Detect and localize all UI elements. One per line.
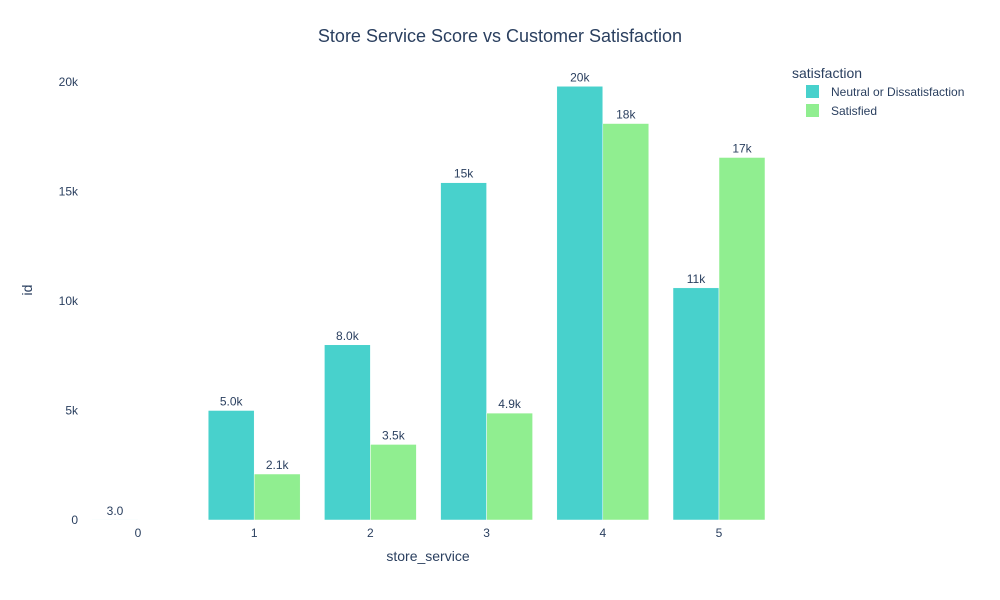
legend-swatch-neutral[interactable] — [806, 85, 819, 98]
x-tick-label: 3 — [483, 526, 490, 540]
y-tick-label: 10k — [59, 294, 79, 308]
x-tick-label: 5 — [716, 526, 723, 540]
bar-satisfied-1[interactable] — [253, 473, 301, 521]
bar-satisfied-3[interactable] — [486, 412, 533, 521]
bars-layer — [91, 86, 766, 521]
legend: satisfaction Neutral or Dissatisfaction S… — [792, 65, 964, 118]
bar-neutral-1[interactable] — [207, 410, 255, 521]
bar-value-label: 3.0 — [107, 504, 124, 518]
bar-value-label: 18k — [616, 108, 636, 122]
y-axis-ticks: 0 5k 10k 15k 20k — [59, 75, 79, 527]
x-tick-label: 0 — [135, 526, 142, 540]
bar-value-label: 2.1k — [266, 458, 290, 472]
bar-value-label: 17k — [732, 141, 752, 155]
y-axis-title: id — [19, 285, 35, 296]
bar-satisfied-2[interactable] — [370, 444, 417, 521]
legend-label-satisfied[interactable]: Satisfied — [831, 104, 877, 118]
bar-value-label: 15k — [454, 167, 474, 181]
bar-satisfied-4[interactable] — [602, 123, 650, 521]
bar-value-label: 8.0k — [336, 329, 360, 343]
x-tick-label: 2 — [367, 526, 374, 540]
bar-neutral-4[interactable] — [556, 86, 604, 521]
bar-value-label: 20k — [570, 70, 590, 84]
chart-title: Store Service Score vs Customer Satisfac… — [318, 26, 682, 46]
y-tick-label: 0 — [71, 513, 78, 527]
x-axis-ticks: 0 1 2 3 4 5 — [135, 526, 723, 540]
bar-neutral-3[interactable] — [440, 182, 487, 521]
bar-labels-layer: 3.0 5.0k 8.0k 15k 20k 11k 2.1k 3.5k 4.9k 18k 17k — [107, 70, 753, 518]
y-tick-label: 5k — [65, 403, 79, 417]
legend-label-neutral[interactable]: Neutral or Dissatisfaction — [831, 85, 964, 99]
x-tick-label: 4 — [599, 526, 606, 540]
bar-value-label: 4.9k — [498, 397, 522, 411]
bar-value-label: 5.0k — [220, 394, 244, 408]
legend-title: satisfaction — [792, 65, 862, 81]
y-tick-label: 15k — [59, 184, 79, 198]
bar-neutral-2[interactable] — [324, 344, 371, 521]
x-tick-label: 1 — [251, 526, 258, 540]
bar-value-label: 11k — [687, 272, 706, 286]
x-axis-title: store_service — [386, 548, 469, 564]
bar-value-label: 3.5k — [382, 428, 406, 442]
bar-satisfied-5[interactable] — [718, 157, 766, 521]
bar-neutral-5[interactable] — [672, 287, 720, 521]
y-tick-label: 20k — [59, 75, 79, 89]
legend-swatch-satisfied[interactable] — [806, 104, 819, 117]
